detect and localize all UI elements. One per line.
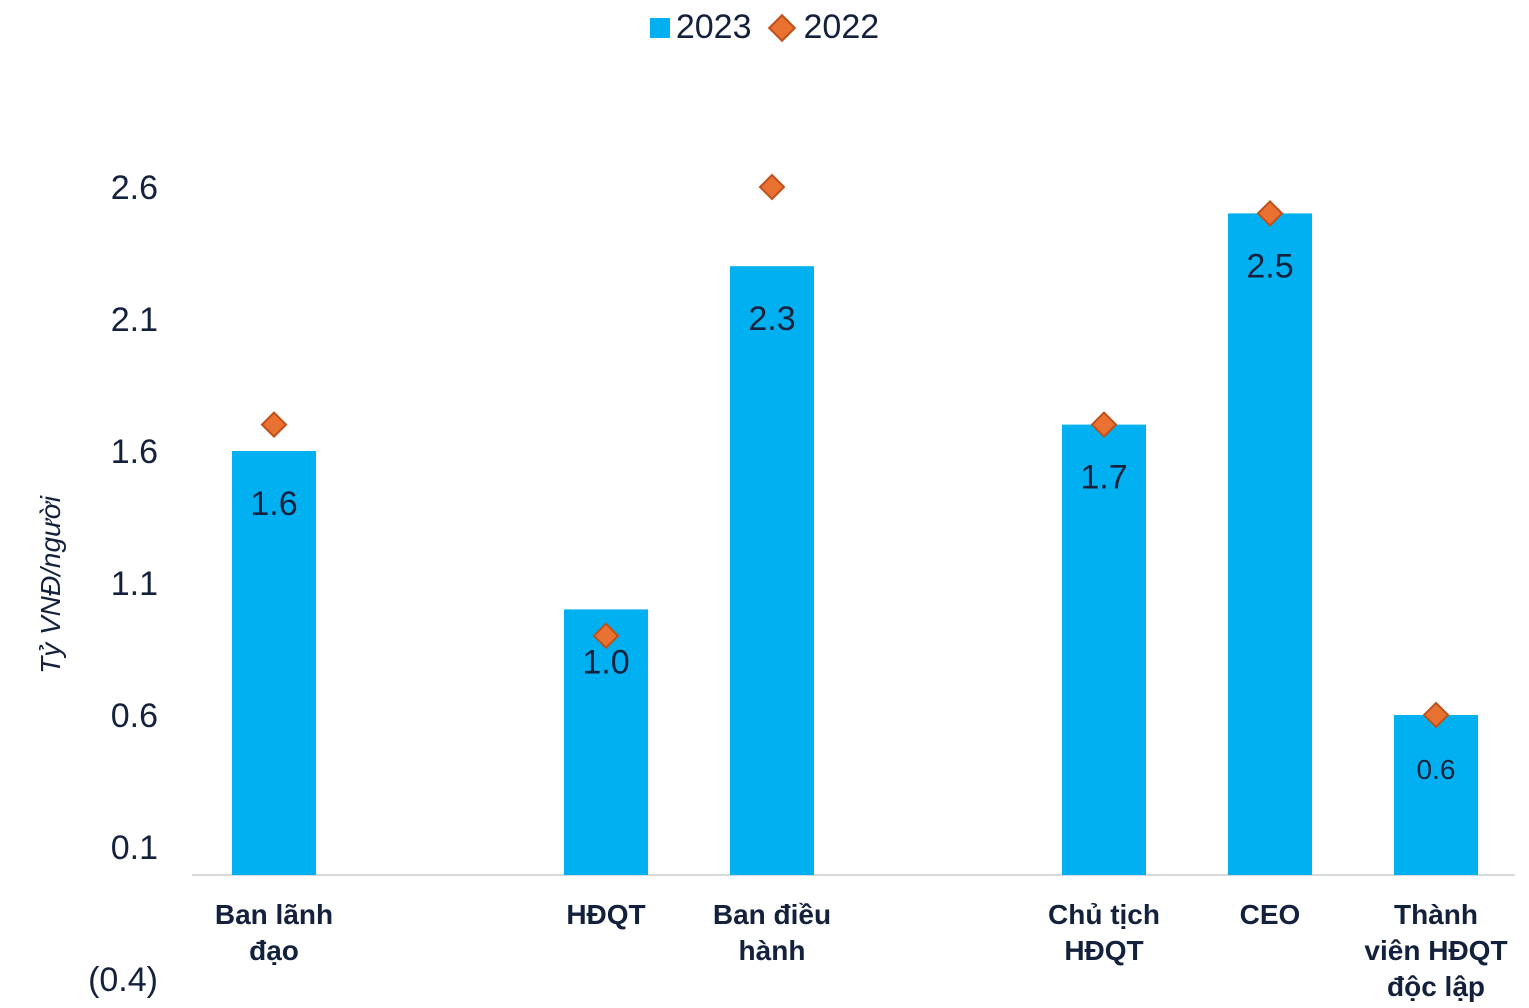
x-category-label: Chủ tịch [1048, 899, 1160, 930]
y-tick-label: 2.6 [111, 169, 158, 207]
marker-point [592, 622, 620, 650]
y-axis-label: Tỷ VNĐ/người [35, 495, 66, 674]
legend-item-2023: 2023 [649, 8, 752, 47]
legend-label-2022: 2022 [803, 8, 880, 46]
legend-square-icon [649, 17, 670, 38]
marker-point [1256, 199, 1284, 227]
x-category-label: đạo [249, 935, 299, 966]
legend: 2023 2022 [0, 8, 1529, 47]
y-tick-label: 0.1 [111, 829, 158, 867]
x-category-label: hành [739, 935, 806, 966]
bar [730, 266, 814, 875]
bar-value-label: 2.3 [748, 300, 795, 338]
x-category-label: độc lập [1387, 971, 1485, 1002]
marker-point [1422, 701, 1450, 729]
y-tick-label: 1.1 [111, 565, 158, 603]
bar-value-label: 1.6 [250, 485, 297, 523]
x-category-label: Ban điều [713, 899, 831, 930]
x-category-label: HĐQT [1064, 935, 1143, 966]
x-category-label: CEO [1240, 899, 1301, 930]
y-tick-label: 1.6 [111, 433, 158, 471]
legend-item-2022: 2022 [766, 8, 880, 47]
x-category-label: Thành [1394, 899, 1478, 930]
marker-point [1090, 411, 1118, 439]
bar [1228, 213, 1312, 875]
bar-value-label: 2.5 [1246, 247, 1293, 285]
y-tick-label: (0.4) [88, 961, 158, 999]
bar [564, 609, 648, 875]
bar [232, 451, 316, 875]
legend-label-2023: 2023 [675, 8, 752, 46]
x-category-label: viên HĐQT [1364, 935, 1507, 966]
bar-value-label: 1.7 [1080, 459, 1127, 497]
bar [1062, 424, 1146, 875]
marker-point [758, 173, 786, 201]
bar-value-label: 0.6 [1417, 754, 1456, 785]
y-tick-label: 0.6 [111, 697, 158, 735]
x-category-label: HĐQT [566, 899, 645, 930]
y-tick-label: 2.1 [111, 301, 158, 339]
marker-point [260, 411, 288, 439]
x-category-label: Ban lãnh [215, 899, 333, 930]
bar-value-label: 1.0 [582, 643, 629, 681]
bar [1394, 715, 1478, 875]
